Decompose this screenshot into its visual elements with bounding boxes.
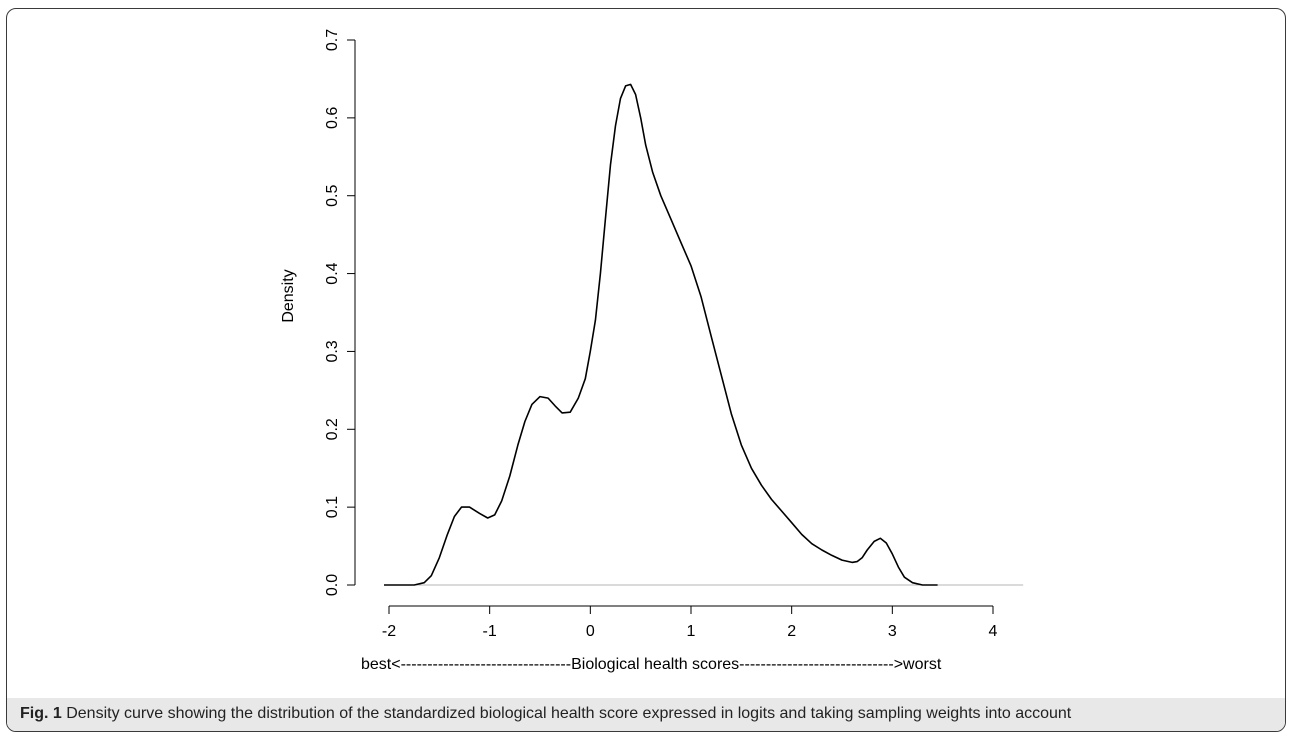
- density-curve: [384, 83, 938, 586]
- x-tick-label: 4: [989, 623, 998, 640]
- y-axis-label: Density: [280, 269, 297, 322]
- x-tick-label: 0: [586, 623, 595, 640]
- x-tick-label: -1: [483, 623, 497, 640]
- figure-label: Fig. 1: [20, 705, 62, 722]
- x-tick-label: 1: [687, 623, 696, 640]
- x-axis: -2 -1 0 1 2 3 4: [382, 605, 998, 640]
- figure-frame: -2 -1 0 1 2 3 4 0.0 0.1 0.2 0.3 0.4 0.5 0.6 0.7 Densi…: [6, 8, 1286, 732]
- caption-text: Density curve showing the distribution o…: [61, 705, 1072, 722]
- x-tick-label: 2: [787, 623, 796, 640]
- y-tick-label: 0.1: [324, 496, 341, 518]
- y-tick-label: 0.2: [324, 418, 341, 440]
- y-axis: 0.0 0.1 0.2 0.3 0.4 0.5 0.6 0.7: [324, 29, 356, 596]
- curve-layer: [384, 83, 938, 586]
- density-plot: -2 -1 0 1 2 3 4 0.0 0.1 0.2 0.3 0.4 0.5 0.6 0.7 Densi…: [280, 29, 1024, 673]
- y-tick-label: 0.4: [324, 262, 341, 284]
- x-tick-label: -2: [382, 623, 396, 640]
- x-axis-label: best<--------------------------------Bio…: [361, 656, 942, 673]
- y-tick-label: 0.6: [324, 107, 341, 129]
- y-tick-label: 0.0: [324, 574, 341, 596]
- y-tick-label: 0.7: [324, 29, 341, 51]
- y-tick-label: 0.3: [324, 340, 341, 362]
- y-tick-label: 0.5: [324, 184, 341, 206]
- figure-caption: Fig. 1 Density curve showing the distrib…: [7, 698, 1285, 731]
- x-tick-label: 3: [888, 623, 897, 640]
